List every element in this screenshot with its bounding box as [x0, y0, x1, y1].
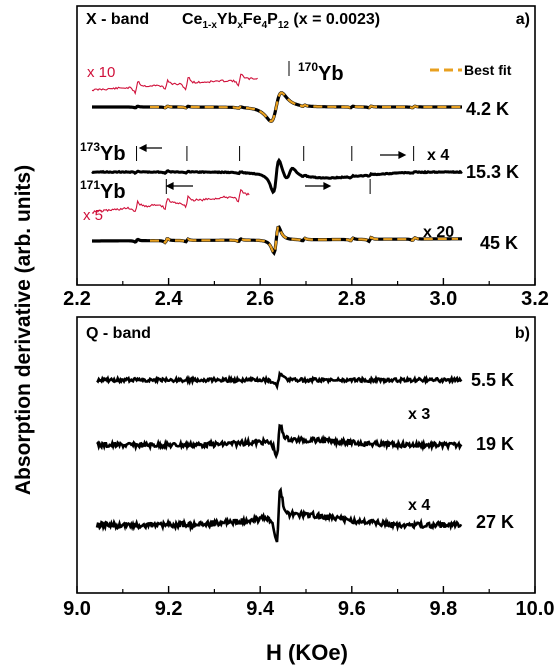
x-axis-label: H (KOe)	[266, 640, 348, 665]
series-a1-label: 4.2 K	[466, 99, 509, 119]
panel-a-formula: Ce1-xYbxFe4P12 (x = 0.0023)	[182, 11, 380, 31]
panel-b: 9.0 9.2 9.4 9.6 9.8 10.0 Q - band b) 5.5 K 19…	[63, 316, 554, 620]
x-tick-label: 2.2	[63, 288, 91, 310]
x-tick-label: 10.0	[516, 598, 555, 620]
zoom-trace-4-2K	[91, 73, 258, 96]
x-tick-label: 2.6	[246, 288, 274, 310]
x-tick-label: 3.2	[521, 288, 549, 310]
x-tick-label: 3.0	[429, 288, 457, 310]
panel-b-frame	[76, 316, 536, 594]
panel-b-title: Q - band	[86, 325, 151, 342]
arrow-171-left	[165, 182, 193, 190]
series-b3-mult: x 4	[408, 497, 430, 514]
panel-b-x-ticks: 9.0 9.2 9.4 9.6 9.8 10.0	[63, 586, 554, 620]
legend-best-fit-label: Best fit	[464, 62, 512, 78]
arrow-173-left	[138, 144, 162, 152]
q-band-trace-2	[96, 423, 463, 460]
series-b2-label: 19 K	[476, 434, 514, 454]
yb173-label: 173Yb	[80, 140, 126, 165]
arrow-171-right	[305, 182, 332, 190]
yb171-label: 171Yb	[80, 178, 126, 203]
x-tick-label: 9.8	[429, 598, 457, 620]
panel-a-traces	[91, 73, 463, 257]
arrow-173-right	[380, 151, 407, 159]
series-a3-mult: x 20	[423, 224, 454, 241]
x-tick-label: 2.4	[155, 288, 184, 310]
series-a2-mult: x 4	[427, 147, 449, 164]
series-b3-label: 27 K	[476, 512, 514, 532]
y-axis-label: Absorption derivative (arb. units)	[12, 165, 35, 495]
x-tick-label: 9.6	[338, 598, 366, 620]
series-a2-label: 15.3 K	[466, 162, 519, 182]
x-tick-label: 2.8	[338, 288, 366, 310]
series-b2-mult: x 3	[408, 406, 430, 423]
series-a3-label: 45 K	[480, 233, 518, 253]
zoom-trace-45K	[91, 188, 250, 214]
q-band-trace-1	[96, 370, 463, 391]
panel-a-title: X - band	[86, 11, 149, 28]
panel-b-traces	[95, 370, 463, 543]
panel-b-letter: b)	[515, 325, 530, 342]
panel-a: 2.2 2.4 2.6 2.8 3.0 3.2 X - band Ce1-xYbxFe4P…	[63, 5, 549, 310]
panel-a-letter: a)	[516, 11, 530, 28]
q-band-trace-3	[95, 486, 463, 543]
x-tick-label: 9.0	[63, 598, 91, 620]
x-tick-label: 9.2	[155, 598, 183, 620]
x-tick-label: 9.4	[246, 598, 275, 620]
series-a1-zoom: x 10	[87, 64, 115, 81]
series-a3-zoom: x 5	[83, 207, 103, 224]
panel-a-x-ticks: 2.2 2.4 2.6 2.8 3.0 3.2	[63, 278, 549, 310]
fit-4-2K	[150, 91, 462, 123]
trace-15-3K	[91, 157, 463, 195]
hyperfine-markers	[136, 146, 415, 194]
yb170-label: 170Yb	[298, 60, 344, 85]
series-b1-label: 5.5 K	[471, 370, 514, 390]
